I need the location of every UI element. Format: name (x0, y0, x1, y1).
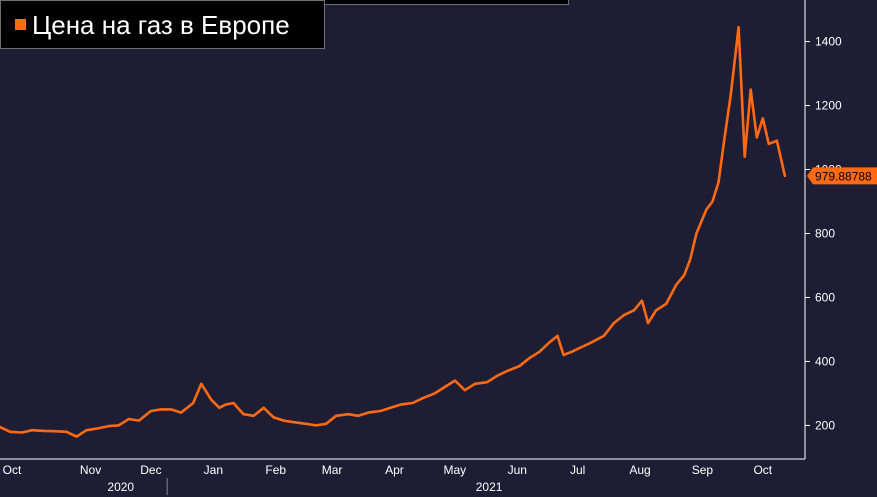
header-strip (325, 0, 569, 5)
x-tick-label: Jul (570, 463, 585, 477)
x-tick-label: Oct (3, 463, 22, 477)
x-tick-label: Jun (508, 463, 527, 477)
legend: Цена на газ в Европе (0, 0, 325, 49)
y-tick-label: 800 (815, 226, 835, 240)
last-value-tag (807, 167, 877, 185)
year-label: 2020 (107, 480, 134, 494)
year-label: 2021 (476, 480, 503, 494)
y-tick-label: 600 (815, 290, 835, 304)
y-tick-label: 1200 (815, 99, 842, 113)
x-tick-label: Apr (385, 463, 404, 477)
x-tick-label: May (444, 463, 467, 477)
series-line (0, 25, 787, 438)
x-tick-label: Nov (80, 463, 101, 477)
x-tick-label: Aug (629, 463, 650, 477)
legend-swatch (15, 19, 26, 30)
label-layer: 979.88788 (807, 167, 877, 185)
y-tick-label: 200 (815, 418, 835, 432)
x-tick-label: Jan (204, 463, 223, 477)
last-value-label: 979.88788 (815, 169, 872, 183)
x-tick-label: Dec (140, 463, 161, 477)
series-layer (0, 25, 787, 438)
x-tick-label: Mar (322, 463, 343, 477)
x-tick-label: Sep (692, 463, 714, 477)
y-tick-label: 400 (815, 354, 835, 368)
x-tick-label: Feb (265, 463, 286, 477)
legend-label: Цена на газ в Европе (32, 9, 290, 40)
y-tick-label: 1400 (815, 35, 842, 49)
x-tick-label: Oct (753, 463, 772, 477)
